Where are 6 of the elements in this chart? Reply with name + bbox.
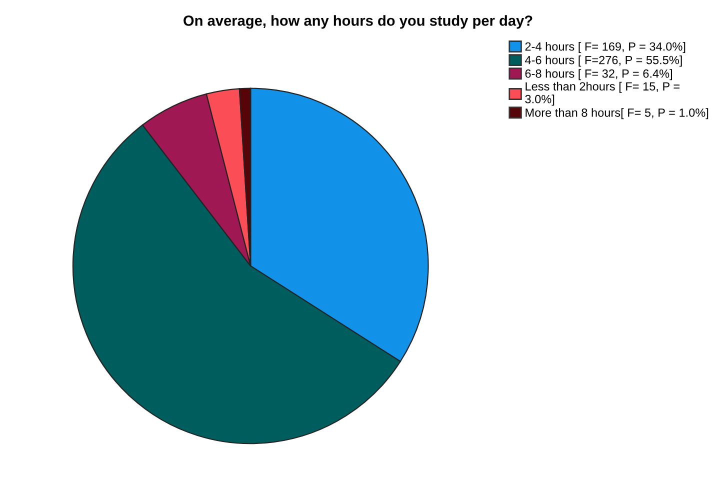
legend-label: 6-8 hours [ F= 32, P = 6.4%] bbox=[525, 69, 672, 80]
legend-label: 4-6 hours [ F=276, P = 55.5%] bbox=[525, 56, 682, 67]
legend-label: More than 8 hours[ F= 5, P = 1.0%] bbox=[526, 108, 708, 120]
legend-label: 2-4 hours [ F= 169, P = 34.0%] bbox=[525, 42, 686, 54]
legend-label: Less than 2hours [ F= 15, P = 3.0%] bbox=[525, 82, 680, 106]
chart-title: On average, how any hours do you study per day? bbox=[184, 15, 532, 29]
